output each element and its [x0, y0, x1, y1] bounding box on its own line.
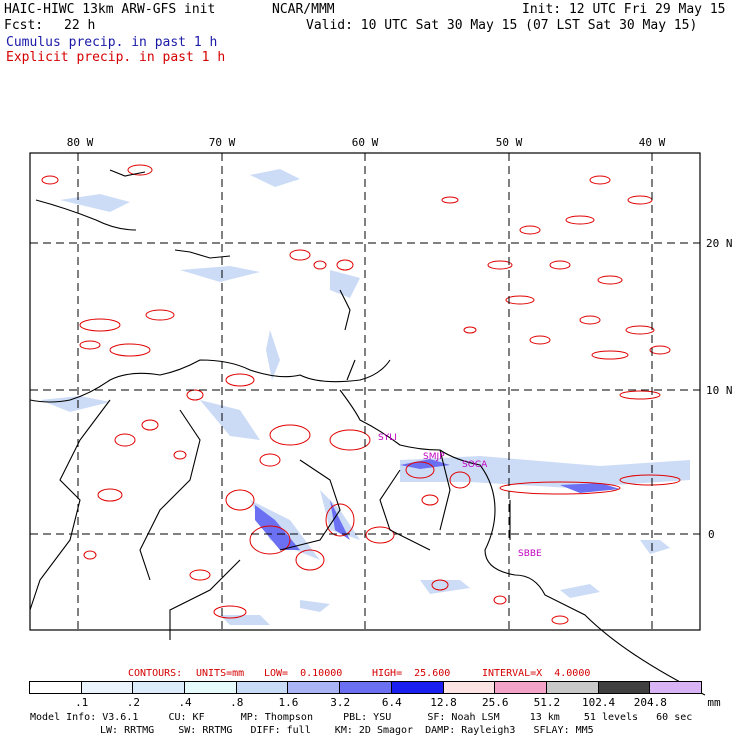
- colorbar-label: 204.8: [633, 696, 667, 709]
- station-label-soca: SOCA: [462, 460, 488, 470]
- colorbar-cell: [598, 682, 651, 694]
- station-label-smjp: SMJP: [423, 452, 445, 462]
- colorbar-label: .8: [230, 696, 244, 709]
- colorbar-cell: [340, 682, 392, 694]
- colorbar-cell: [391, 682, 444, 694]
- colorbar-label: .1: [75, 696, 89, 709]
- lon-label-80w: 80 W: [67, 136, 94, 149]
- colorbar-cell: [546, 682, 599, 694]
- init-time: Init: 12 UTC Fri 29 May 15: [522, 2, 726, 17]
- colorbar-cell: [236, 682, 289, 694]
- lat-label-0: 0: [708, 528, 715, 541]
- colorbar-label: 51.2: [533, 696, 561, 709]
- colorbar-cell: [288, 682, 341, 694]
- colorbar-label: 102.4: [582, 696, 616, 709]
- station-label-sbbe: SBBE: [518, 549, 542, 559]
- contours-low: LOW= 0.10000: [264, 668, 343, 679]
- colorbar-label: 25.6: [481, 696, 509, 709]
- lat-label-20n: 20 N: [706, 237, 733, 250]
- lon-label-60w: 60 W: [352, 136, 379, 149]
- colorbar: [30, 682, 702, 694]
- coastlines: [29, 169, 706, 696]
- colorbar-label: 12.8: [430, 696, 457, 709]
- lon-label-70w: 70 W: [209, 136, 236, 149]
- colorbar-cell: [650, 682, 702, 694]
- forecast-hour: 22 h: [64, 18, 96, 33]
- colorbar-cell: [495, 682, 547, 694]
- colorbar-cell: [133, 682, 186, 694]
- contours-units: UNITS=mm: [196, 668, 245, 679]
- cumulus-precip-shading: [40, 169, 690, 625]
- colorbar-label: .2: [126, 696, 140, 709]
- map-frame: [29, 152, 701, 631]
- colorbar-cell: [30, 682, 82, 694]
- lat-label-10n: 10 N: [706, 384, 733, 397]
- contours-high: HIGH= 25.600: [372, 668, 451, 679]
- valid-time: Valid: 10 UTC Sat 30 May 15 (07 LST Sat …: [306, 18, 698, 33]
- forecast-label: Fcst:: [4, 18, 44, 33]
- colorbar-label: .4: [178, 696, 192, 709]
- colorbar-cell: [81, 682, 134, 694]
- explicit-precip-contours: [41, 164, 681, 625]
- legend-cumulus: Cumulus precip. in past 1 h: [6, 35, 218, 50]
- lon-label-40w: 40 W: [639, 136, 666, 149]
- graticule: [30, 153, 700, 630]
- contours-interval: INTERVAL=X 4.0000: [482, 668, 591, 679]
- colorbar-label: 1.6: [278, 696, 299, 709]
- lon-label-50w: 50 W: [496, 136, 523, 149]
- legend-explicit: Explicit precip. in past 1 h: [6, 50, 226, 65]
- model-title: HAIC-HIWC 13km ARW-GFS init: [4, 2, 216, 17]
- agency-label: NCAR/MMM: [272, 2, 335, 17]
- colorbar-label: 3.2: [330, 696, 351, 709]
- model-info-line2: LW: RRTMG SW: RRTMG DIFF: full KM: 2D Sm…: [100, 725, 594, 736]
- colorbar-cell: [185, 682, 237, 694]
- colorbar-label: 6.4: [381, 696, 402, 709]
- cumulus-precip-heavy: [255, 459, 620, 550]
- colorbar-cell: [443, 682, 496, 694]
- model-info-line1: Model Info: V3.6.1 CU: KF MP: Thompson P…: [30, 712, 693, 723]
- contours-prefix: CONTOURS:: [128, 668, 183, 679]
- colorbar-unit: mm: [707, 696, 721, 709]
- station-label-syli: SYLI: [378, 433, 397, 443]
